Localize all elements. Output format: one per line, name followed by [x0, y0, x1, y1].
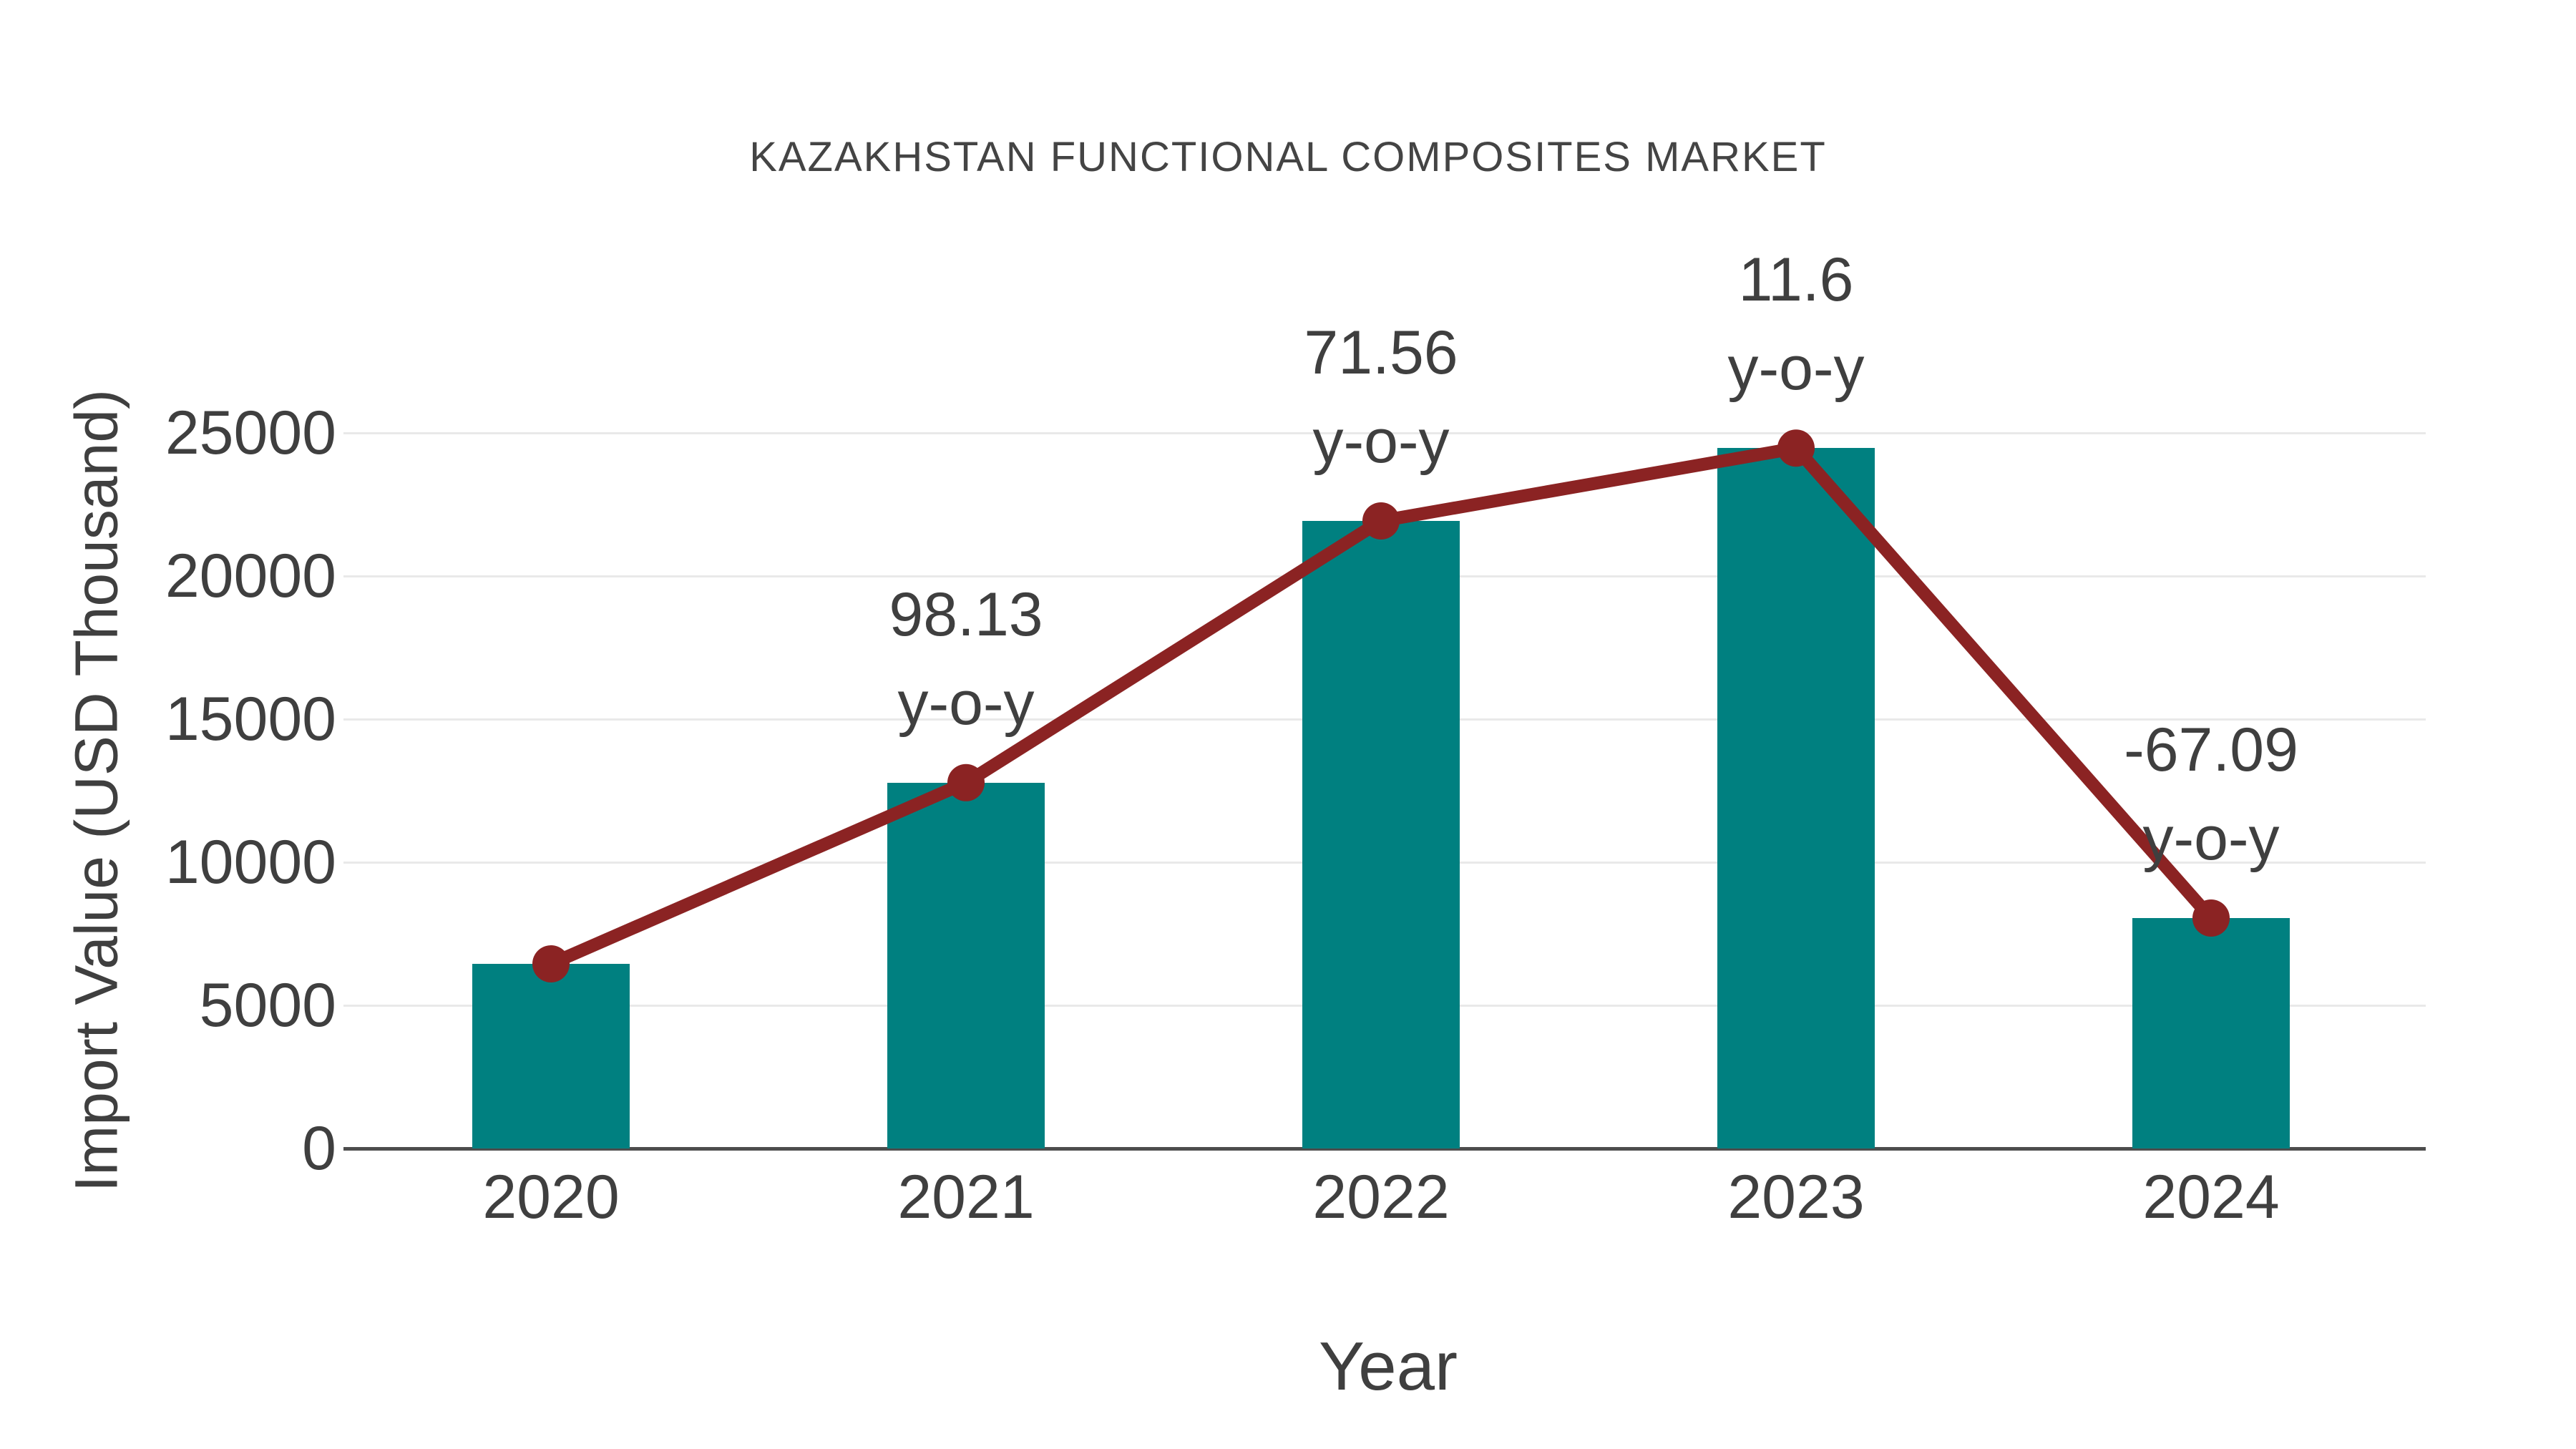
y-tick-label: 20000	[165, 542, 336, 610]
x-tick-label-2022: 2022	[1312, 1163, 1450, 1231]
y-tick-label: 25000	[165, 399, 336, 467]
y-axis-title: Import Value (USD Thousand)	[62, 389, 130, 1193]
x-axis-title: Year	[1319, 1328, 1458, 1405]
x-tick-label-2021: 2021	[897, 1163, 1035, 1231]
bar-2022	[1302, 521, 1460, 1148]
y-tick-label: 0	[302, 1114, 336, 1183]
bar-2023	[1717, 448, 1875, 1148]
yoy-value: -67.09	[2124, 716, 2298, 784]
trend-marker-2021	[947, 763, 985, 801]
bar-2020	[472, 964, 630, 1148]
yoy-label: y-o-y	[1727, 334, 1865, 404]
x-axis-baseline	[343, 1147, 2426, 1151]
chart-title: KAZAKHSTAN FUNCTIONAL COMPOSITES MARKET	[749, 134, 1827, 180]
yoy-annotation-2021: 98.13 y-o-y	[751, 570, 1181, 748]
yoy-value: 98.13	[889, 580, 1043, 649]
yoy-annotation-2022: 71.56 y-o-y	[1166, 308, 1596, 486]
yoy-value: 11.6	[1738, 245, 1854, 315]
trend-marker-2024	[2192, 899, 2230, 937]
y-tick-label: 5000	[199, 971, 336, 1040]
trend-marker-2020	[532, 945, 570, 982]
yoy-annotation-2023: 11.6 y-o-y	[1581, 235, 2011, 413]
trend-marker-2022	[1362, 502, 1400, 540]
yoy-annotation-2024: -67.09 y-o-y	[1996, 706, 2426, 883]
bar-2021	[887, 782, 1045, 1148]
x-tick-label-2020: 2020	[482, 1163, 620, 1231]
yoy-label: y-o-y	[897, 668, 1035, 738]
trend-marker-2023	[1777, 429, 1815, 467]
x-tick-label-2023: 2023	[1727, 1163, 1865, 1231]
bar-2024	[2132, 918, 2290, 1148]
y-tick-label: 15000	[165, 685, 336, 753]
x-tick-label-2024: 2024	[2142, 1163, 2280, 1231]
yoy-label: y-o-y	[2142, 804, 2280, 873]
y-tick-label: 10000	[165, 828, 336, 897]
yoy-label: y-o-y	[1312, 407, 1450, 476]
gridline	[343, 432, 2426, 434]
yoy-value: 71.56	[1304, 318, 1458, 387]
